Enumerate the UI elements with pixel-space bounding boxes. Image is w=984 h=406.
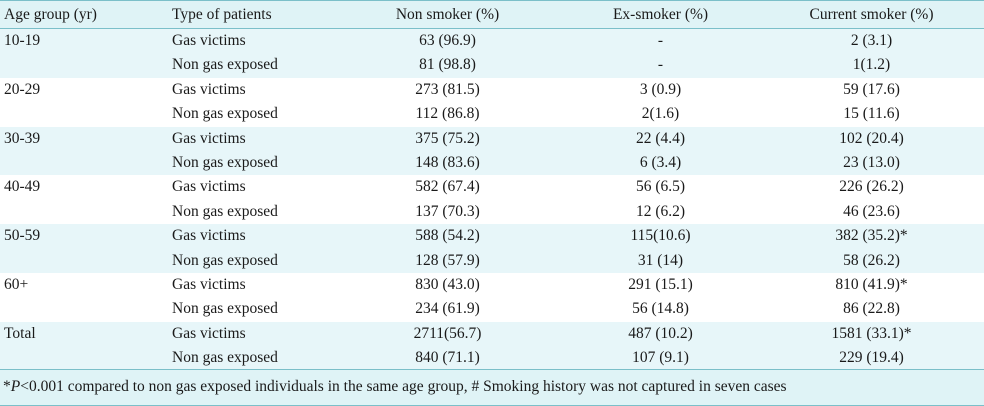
- cell-patient-type: Gas victims: [172, 276, 246, 294]
- col-header-ex-smoker: Ex-smoker (%): [612, 6, 709, 23]
- cell-ex-smoker: 31 (14): [637, 251, 684, 269]
- cell-ex-smoker: 56 (14.8): [632, 300, 689, 318]
- cell-non-smoker: 830 (43.0): [415, 276, 480, 294]
- cell-non-smoker: 148 (83.6): [415, 154, 480, 172]
- table-row: Total Gas victims 2711(56.7) 487 (10.2) …: [0, 321, 984, 347]
- table-header: Age group (yr) Type of patients Non smok…: [0, 0, 984, 29]
- footnote-star: *: [3, 378, 11, 395]
- table-body: 10-19 Gas victims 63 (96.9) - 2 (3.1) No…: [0, 28, 984, 371]
- table-row: Non gas exposed 81 (98.8) - 1(1.2): [0, 53, 984, 78]
- cell-ex-smoker: 6 (3.4): [639, 154, 682, 172]
- cell-current-smoker: 59 (17.6): [843, 80, 900, 98]
- cell-patient-type: Gas victims: [172, 80, 246, 98]
- table-row: Non gas exposed 234 (61.9) 56 (14.8) 86 …: [0, 297, 984, 322]
- cell-non-smoker: 588 (54.2): [415, 227, 480, 245]
- cell-current-smoker: 382 (35.2)*: [835, 227, 908, 245]
- cell-ex-smoker: 12 (6.2): [635, 202, 686, 220]
- cell-age-group: [0, 151, 168, 175]
- col-header-non-smoker: Non smoker (%): [395, 6, 500, 23]
- cell-ex-smoker: 2(1.6): [641, 105, 680, 123]
- cell-current-smoker: 58 (26.2): [843, 251, 900, 269]
- cell-age-group: [0, 249, 168, 273]
- cell-non-smoker: 128 (57.9): [415, 251, 480, 269]
- cell-age-group: [0, 297, 168, 321]
- cell-current-smoker: 23 (13.0): [843, 154, 900, 172]
- cell-patient-type: Non gas exposed: [172, 349, 278, 367]
- cell-patient-type: Non gas exposed: [172, 251, 278, 269]
- cell-current-smoker: 86 (22.8): [843, 300, 900, 318]
- cell-age-group: 60+: [4, 276, 29, 294]
- cell-non-smoker: 2711(56.7): [413, 324, 482, 342]
- cell-non-smoker: 582 (67.4): [415, 178, 480, 196]
- cell-age-group: Total: [4, 324, 36, 342]
- cell-non-smoker: 273 (81.5): [415, 80, 480, 98]
- cell-ex-smoker: -: [657, 32, 664, 49]
- cell-current-smoker: 2 (3.1): [850, 32, 893, 49]
- cell-ex-smoker: 22 (4.4): [635, 129, 686, 147]
- table-row: Non gas exposed 128 (57.9) 31 (14) 58 (2…: [0, 248, 984, 274]
- cell-ex-smoker: 487 (10.2): [628, 324, 693, 342]
- cell-age-group: [0, 53, 168, 77]
- cell-age-group: 10-19: [4, 32, 41, 49]
- col-header-age-group: Age group (yr): [4, 6, 97, 23]
- cell-non-smoker: 63 (96.9): [419, 32, 476, 49]
- cell-patient-type: Gas victims: [172, 178, 246, 196]
- col-header-type-of-patients: Type of patients: [172, 6, 272, 23]
- cell-patient-type: Gas victims: [172, 227, 246, 245]
- table-row: 20-29 Gas victims 273 (81.5) 3 (0.9) 59 …: [0, 77, 984, 103]
- cell-non-smoker: 81 (98.8): [419, 56, 476, 74]
- cell-patient-type: Gas victims: [172, 32, 246, 49]
- cell-age-group: 20-29: [4, 80, 41, 98]
- cell-ex-smoker: 115(10.6): [630, 227, 691, 245]
- cell-current-smoker: 226 (26.2): [839, 178, 904, 196]
- footnote-p-symbol: P: [10, 378, 21, 395]
- table-row: Non gas exposed 112 (86.8) 2(1.6) 15 (11…: [0, 102, 984, 127]
- cell-age-group: 40-49: [4, 178, 41, 196]
- cell-age-group: 50-59: [4, 227, 41, 245]
- cell-current-smoker: 102 (20.4): [839, 129, 904, 147]
- cell-patient-type: Non gas exposed: [172, 105, 278, 123]
- cell-patient-type: Non gas exposed: [172, 300, 278, 318]
- cell-non-smoker: 375 (75.2): [415, 129, 480, 147]
- table-row: Non gas exposed 137 (70.3) 12 (6.2) 46 (…: [0, 199, 984, 225]
- cell-current-smoker: 810 (41.9)*: [835, 276, 908, 294]
- cell-age-group: 30-39: [4, 129, 41, 147]
- header-row: Age group (yr) Type of patients Non smok…: [0, 0, 984, 29]
- cell-non-smoker: 840 (71.1): [415, 349, 480, 367]
- cell-current-smoker: 46 (23.6): [843, 202, 900, 220]
- cell-age-group: [0, 346, 168, 370]
- cell-current-smoker: 229 (19.4): [839, 349, 904, 367]
- cell-age-group: [0, 102, 168, 126]
- cell-current-smoker: 1581 (33.1)*: [831, 324, 912, 342]
- col-header-current-smoker: Current smoker (%): [809, 6, 934, 23]
- cell-patient-type: Gas victims: [172, 129, 246, 147]
- cell-patient-type: Non gas exposed: [172, 56, 278, 74]
- cell-non-smoker: 112 (86.8): [415, 105, 480, 123]
- cell-ex-smoker: 56 (6.5): [635, 178, 686, 196]
- footnote-text: <0.001 compared to non gas exposed indiv…: [20, 378, 787, 395]
- smoking-status-table: Age group (yr) Type of patients Non smok…: [0, 0, 984, 371]
- table-row: 60+ Gas victims 830 (43.0) 291 (15.1) 81…: [0, 273, 984, 298]
- cell-age-group: [0, 200, 168, 224]
- cell-ex-smoker: 107 (9.1): [632, 349, 689, 367]
- cell-ex-smoker: -: [657, 56, 664, 74]
- table-row: Non gas exposed 148 (83.6) 6 (3.4) 23 (1…: [0, 151, 984, 176]
- cell-patient-type: Non gas exposed: [172, 202, 278, 220]
- table-row: Non gas exposed 840 (71.1) 107 (9.1) 229…: [0, 346, 984, 371]
- cell-ex-smoker: 3 (0.9): [639, 80, 682, 98]
- cell-ex-smoker: 291 (15.1): [628, 276, 693, 294]
- cell-patient-type: Gas victims: [172, 324, 246, 342]
- cell-non-smoker: 137 (70.3): [415, 202, 480, 220]
- table-footnote: *P<0.001 compared to non gas exposed ind…: [0, 369, 984, 406]
- table-row: 30-39 Gas victims 375 (75.2) 22 (4.4) 10…: [0, 126, 984, 152]
- cell-patient-type: Non gas exposed: [172, 154, 278, 172]
- cell-current-smoker: 1(1.2): [852, 56, 891, 74]
- table-row: 50-59 Gas victims 588 (54.2) 115(10.6) 3…: [0, 224, 984, 249]
- table-row: 10-19 Gas victims 63 (96.9) - 2 (3.1): [0, 28, 984, 54]
- cell-current-smoker: 15 (11.6): [843, 105, 900, 123]
- cell-non-smoker: 234 (61.9): [415, 300, 480, 318]
- table-row: 40-49 Gas victims 582 (67.4) 56 (6.5) 22…: [0, 175, 984, 200]
